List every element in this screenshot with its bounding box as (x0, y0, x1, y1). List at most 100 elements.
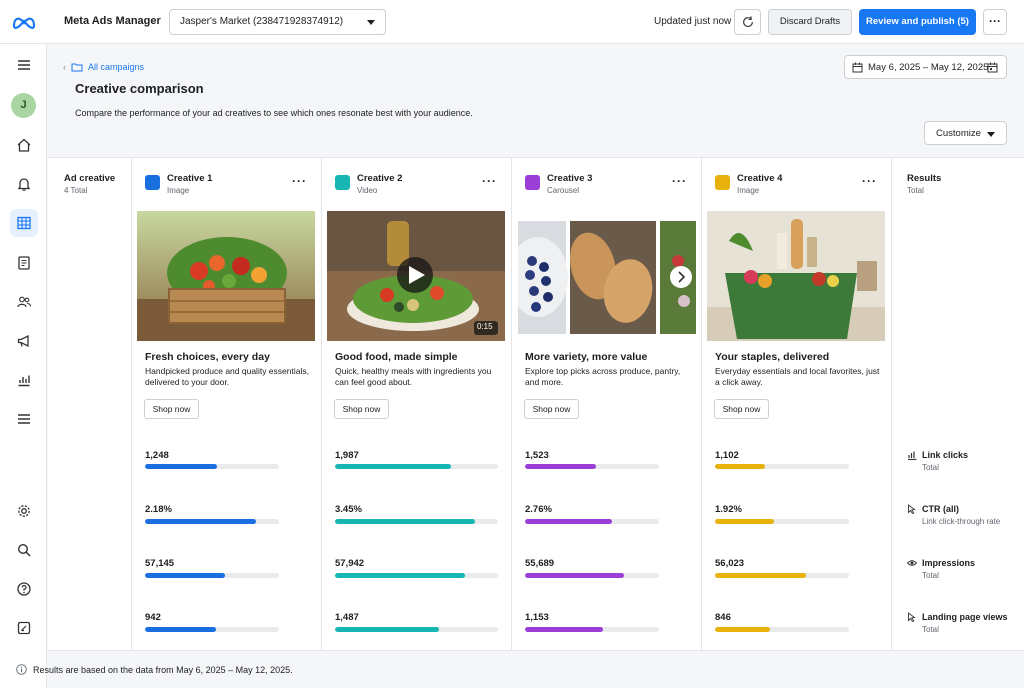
menu-icon[interactable] (10, 51, 38, 79)
avatar[interactable]: J (11, 93, 36, 118)
landing-views-value: 942 (145, 612, 161, 623)
settings-icon[interactable] (10, 497, 38, 525)
meta-logo-icon[interactable] (12, 12, 36, 32)
analytics-icon[interactable] (10, 366, 38, 394)
creative-headline: More variety, more value (525, 351, 648, 363)
chevron-down-icon (367, 20, 375, 25)
discard-drafts-button[interactable]: Discard Drafts (768, 9, 852, 35)
metric-name: CTR (all) (922, 504, 959, 514)
video-duration: 0:15 (477, 322, 493, 331)
shop-now-button[interactable]: Shop now (524, 399, 579, 419)
link-clicks-value: 1,248 (145, 450, 169, 461)
landing-views-bar (525, 627, 659, 632)
top-bar: Meta Ads Manager Jasper's Market (238471… (0, 0, 1024, 44)
metric-sub: Total (922, 463, 939, 472)
link-clicks-value: 1,987 (335, 450, 359, 461)
search-icon[interactable] (10, 536, 38, 564)
account-selector[interactable]: Jasper's Market (238471928374912) (169, 9, 386, 35)
creative-type: Video (357, 186, 378, 195)
creative-image-veggie-crate[interactable] (137, 211, 315, 341)
bar-fill (145, 519, 257, 524)
creative-headline: Fresh choices, every day (145, 351, 270, 363)
app-title: Meta Ads Manager (64, 15, 161, 27)
audience-icon[interactable] (10, 288, 38, 316)
chevron-down-icon (987, 132, 995, 137)
bar-fill (335, 627, 440, 632)
creative-more-button[interactable]: ··· (292, 174, 307, 188)
sidebar: J (0, 44, 47, 688)
date-range-picker[interactable]: May 6, 2025 – May 12, 2025 (844, 55, 1007, 79)
help-icon[interactable] (10, 575, 38, 603)
landing-views-bar (145, 627, 279, 632)
report-icon[interactable] (10, 249, 38, 277)
updated-status: Updated just now (654, 16, 732, 27)
creative-comparison-table: Ad creative 4 Total Creative 1 Image ···… (48, 157, 1024, 651)
creative-image-grocery-bag[interactable] (707, 211, 885, 341)
customize-label: Customize (936, 128, 981, 139)
creative-more-button[interactable]: ··· (862, 174, 877, 188)
creative-color-swatch (335, 175, 350, 190)
link-clicks-bar (715, 464, 849, 469)
review-publish-button[interactable]: Review and publish (5) (859, 9, 976, 35)
creative-color-swatch (715, 175, 730, 190)
creative-name: Creative 1 (167, 173, 213, 184)
shop-now-button[interactable]: Shop now (144, 399, 199, 419)
home-icon[interactable] (10, 131, 38, 159)
results-sub: Total (907, 186, 924, 195)
results-column: Results Total Link clicks Total CTR (all… (893, 158, 1024, 650)
megaphone-icon[interactable] (10, 327, 38, 355)
landing-views-bar (715, 627, 849, 632)
breadcrumb[interactable]: ‹ All campaigns (63, 62, 144, 72)
bar-fill (525, 573, 625, 578)
creative-type: Image (167, 186, 190, 195)
page-title: Creative comparison (75, 81, 204, 96)
shop-now-button[interactable]: Shop now (334, 399, 389, 419)
creative-column-2: Creative 2 Video ··· 0:15 Good food, mad… (322, 158, 512, 650)
ad-creative-column: Ad creative 4 Total (48, 158, 132, 650)
link-clicks-value: 1,102 (715, 450, 739, 461)
shop-now-button[interactable]: Shop now (714, 399, 769, 419)
creative-headline: Your staples, delivered (715, 351, 830, 363)
ctr-value: 1.92% (715, 504, 742, 515)
link-clicks-bar (525, 464, 659, 469)
ad-creative-count: 4 Total (64, 186, 88, 195)
footer-note: Results are based on the data from May 6… (16, 664, 293, 675)
customize-button[interactable]: Customize (924, 121, 1007, 145)
creative-column-1: Creative 1 Image ··· Fresh choices, ever… (132, 158, 322, 650)
chevron-left-icon: ‹ (63, 62, 66, 72)
creative-carousel[interactable] (518, 211, 696, 341)
bar-fill (145, 464, 218, 469)
breadcrumb-all-campaigns[interactable]: All campaigns (88, 62, 145, 72)
landing-views-value: 1,153 (525, 612, 549, 623)
refresh-button[interactable] (734, 9, 761, 35)
impressions-bar (335, 573, 498, 578)
feedback-icon[interactable] (10, 614, 38, 642)
creative-color-swatch (145, 175, 160, 190)
calendar-icon (987, 62, 998, 73)
creative-video-salad-bowl[interactable]: 0:15 (327, 211, 505, 341)
impressions-bar (715, 573, 849, 578)
ctr-bar (335, 519, 498, 524)
info-icon (16, 664, 27, 675)
link-clicks-value: 1,523 (525, 450, 549, 461)
landing-views-value: 1,487 (335, 612, 359, 623)
impressions-value: 55,689 (525, 558, 555, 569)
bar-fill (715, 627, 770, 632)
impressions-bar (525, 573, 659, 578)
creative-more-button[interactable]: ··· (672, 174, 687, 188)
landing-views-value: 846 (715, 612, 731, 623)
creative-name: Creative 2 (357, 173, 403, 184)
more-options-button[interactable]: ··· (983, 9, 1007, 35)
bar-fill (335, 519, 476, 524)
list-icon[interactable] (10, 405, 38, 433)
creative-description: Quick, healthy meals with ingredients yo… (335, 366, 492, 387)
table-icon[interactable] (10, 209, 38, 237)
creative-more-button[interactable]: ··· (482, 174, 497, 188)
bell-icon[interactable] (10, 170, 38, 198)
creative-column-3: Creative 3 Carousel ··· More variety, mo… (512, 158, 702, 650)
impressions-value: 56,023 (715, 558, 745, 569)
cursor-icon (908, 504, 916, 514)
bar-fill (335, 464, 451, 469)
bar-fill (145, 627, 217, 632)
creative-type: Carousel (547, 186, 580, 195)
